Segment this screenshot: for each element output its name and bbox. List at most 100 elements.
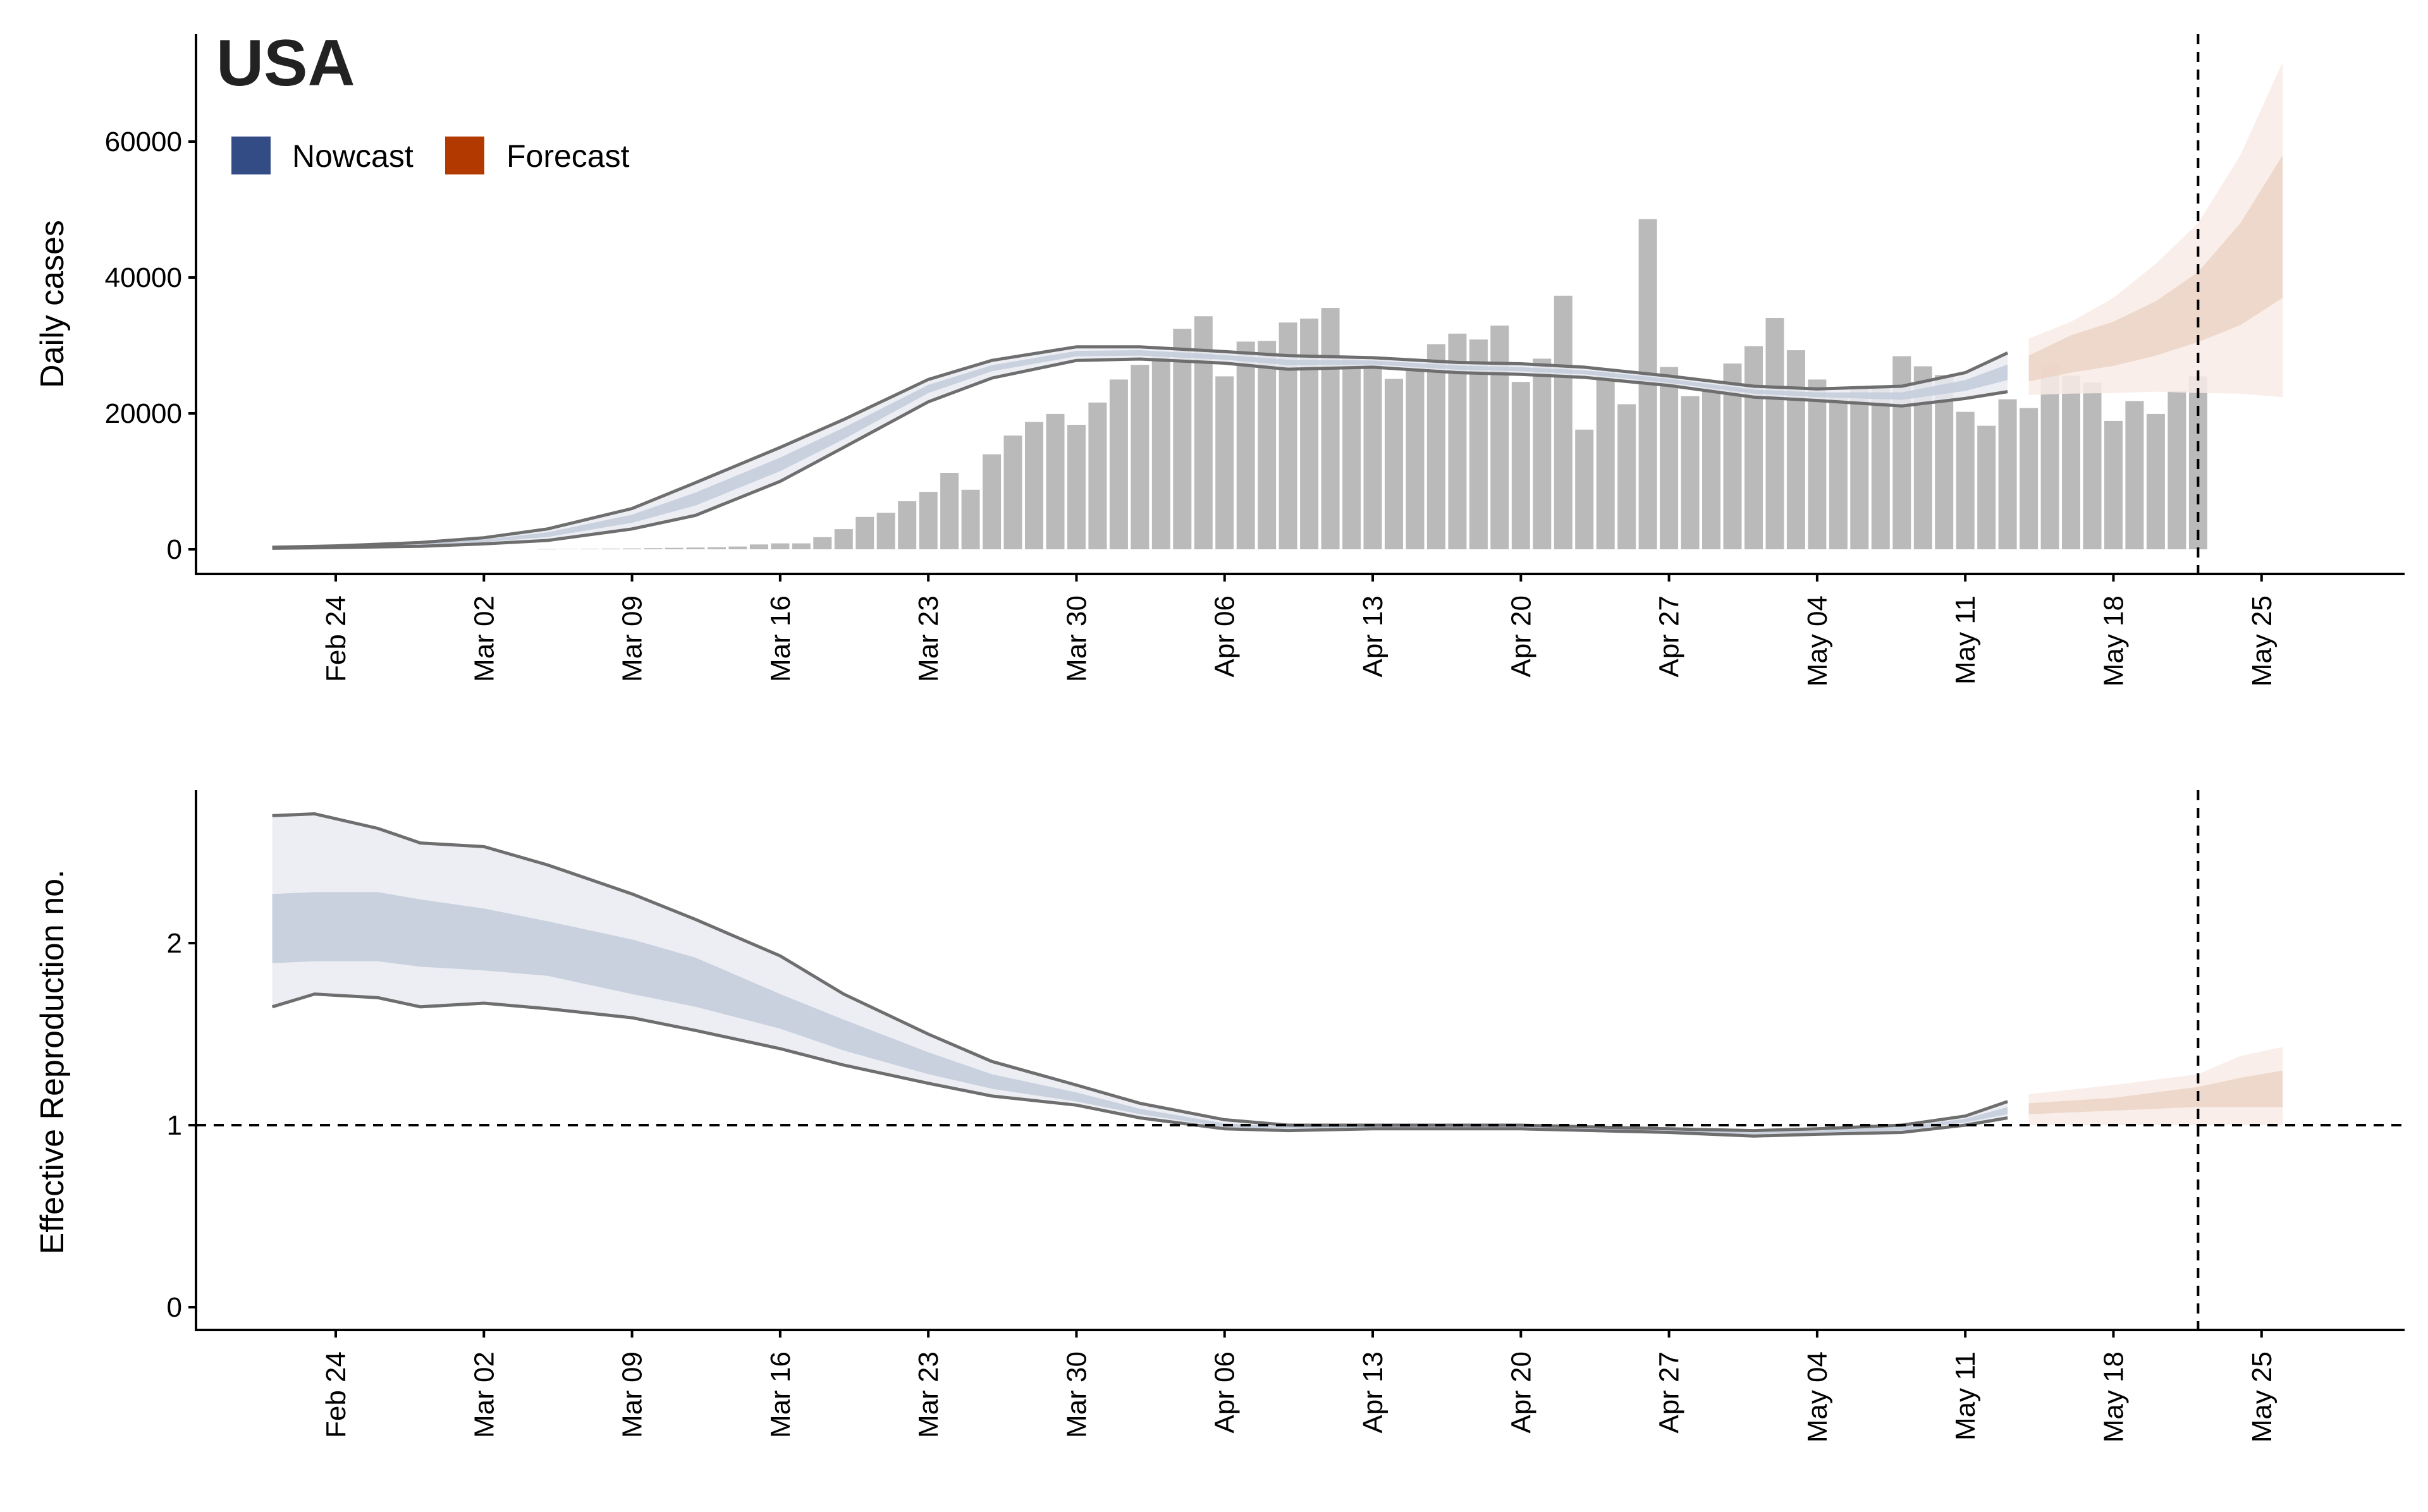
- bar: [1511, 382, 1530, 549]
- x-tick-label: Mar 16: [765, 595, 796, 682]
- x-tick-label: May 11: [1950, 1351, 1981, 1441]
- legend: Nowcast Forecast: [231, 137, 630, 174]
- bar: [813, 537, 832, 549]
- chart-title: USA: [216, 27, 355, 100]
- bar: [2125, 401, 2144, 549]
- rt-y-axis-title: Effective Reproduction no.: [34, 870, 71, 1255]
- bar: [1215, 376, 1234, 549]
- bar: [1046, 413, 1065, 549]
- bar: [1131, 365, 1150, 549]
- x-tick-label: Apr 27: [1654, 595, 1685, 678]
- bar: [1236, 341, 1255, 549]
- y-tick-label: 20000: [105, 398, 182, 429]
- bar: [1406, 367, 1425, 549]
- bar: [1342, 356, 1361, 549]
- forecast-inner-band: [2028, 1070, 2283, 1114]
- bar: [1426, 344, 1445, 549]
- x-tick-label: Mar 09: [617, 1351, 648, 1438]
- nowcast-upper-line: [272, 812, 2008, 1133]
- bar: [708, 547, 726, 549]
- panel-reproduction-number: 0 1 2 Feb 24 Mar 02 Mar 09 Mar 16 Mar 23 Mar 30 A…: [34, 790, 2405, 1442]
- bar: [855, 516, 874, 549]
- bar: [1088, 402, 1107, 549]
- x-tick-label: May 25: [2247, 1351, 2278, 1442]
- y-tick-label: 1: [167, 1110, 182, 1141]
- x-tick-label: May 18: [2098, 595, 2129, 686]
- y-tick-label: 0: [167, 534, 182, 565]
- nowcast-inner-band: [272, 350, 2008, 548]
- bar: [1109, 379, 1128, 549]
- bar: [560, 549, 578, 550]
- bar: [2104, 420, 2123, 549]
- legend-swatch-nowcast: [231, 137, 271, 174]
- bar: [1850, 387, 1869, 549]
- x-tick-label: May 25: [2247, 595, 2278, 686]
- bar: [1871, 385, 1890, 549]
- x-tick-label: Mar 02: [469, 1351, 500, 1438]
- x-tick-label: May 04: [1802, 1351, 1833, 1442]
- nowcast-lower-line: [271, 992, 2008, 1138]
- x-tick-label: Apr 20: [1505, 1351, 1536, 1434]
- x-tick-label: Mar 09: [617, 595, 648, 682]
- bar: [1363, 360, 1382, 549]
- bar: [1385, 379, 1403, 549]
- bar: [665, 547, 684, 549]
- bar: [1702, 385, 1720, 549]
- x-tick-label: Apr 13: [1358, 595, 1389, 678]
- x-tick-label: Mar 30: [1061, 595, 1092, 682]
- bar: [1681, 396, 1700, 549]
- forecast-inner-band: [2028, 155, 2283, 382]
- bar: [1617, 404, 1636, 549]
- bar: [2167, 391, 2186, 549]
- bar: [771, 543, 790, 549]
- bar: [961, 489, 980, 549]
- rt-axes: 0 1 2 Feb 24 Mar 02 Mar 09 Mar 16 Mar 23 Mar 30 A…: [167, 928, 2278, 1442]
- bar: [919, 492, 938, 549]
- legend-label-nowcast: Nowcast: [292, 138, 414, 174]
- bar: [898, 501, 917, 549]
- y-tick-label: 0: [167, 1292, 182, 1323]
- bar: [792, 543, 811, 549]
- bar: [1998, 399, 2017, 549]
- nowcast-inner-band: [272, 892, 2008, 1135]
- x-tick-label: Mar 02: [469, 595, 500, 682]
- bar: [940, 473, 959, 549]
- bar: [1829, 395, 1848, 549]
- x-tick-label: May 04: [1802, 595, 1833, 686]
- bar: [1321, 308, 1340, 549]
- bar: [538, 549, 557, 550]
- bar: [1025, 422, 1043, 549]
- bar: [834, 529, 853, 549]
- x-tick-label: Apr 06: [1210, 1351, 1241, 1434]
- bar: [728, 546, 747, 549]
- bar: [1258, 341, 1277, 549]
- bar: [2040, 365, 2059, 549]
- bar: [1490, 326, 1509, 549]
- bar: [1300, 319, 1319, 549]
- bar: [1660, 367, 1679, 549]
- x-tick-label: May 18: [2098, 1351, 2129, 1442]
- bar: [1935, 375, 1954, 549]
- bar: [686, 547, 705, 549]
- y-tick-label: 40000: [105, 262, 182, 293]
- x-tick-label: Apr 06: [1210, 595, 1241, 678]
- bar: [876, 513, 895, 549]
- x-tick-label: Mar 30: [1061, 1351, 1092, 1438]
- x-tick-label: Mar 16: [765, 1351, 796, 1438]
- bar: [1067, 425, 1086, 549]
- y-tick-label: 2: [167, 928, 182, 959]
- bar: [1554, 295, 1573, 549]
- cases-axes: 0 20000 40000 60000 Feb 24 Mar 02 Mar 09 Mar 16…: [105, 126, 2278, 686]
- bar: [1786, 350, 1805, 549]
- bar: [1977, 425, 1996, 549]
- bar: [1596, 369, 1615, 549]
- bar: [1533, 358, 1552, 549]
- legend-label-forecast: Forecast: [506, 138, 630, 174]
- x-tick-label: Apr 20: [1505, 595, 1536, 678]
- bar: [2062, 375, 2080, 549]
- bar: [1151, 353, 1170, 549]
- cases-y-axis-title: Daily cases: [34, 220, 71, 388]
- bar: [2146, 413, 2165, 549]
- bar: [1765, 318, 1784, 549]
